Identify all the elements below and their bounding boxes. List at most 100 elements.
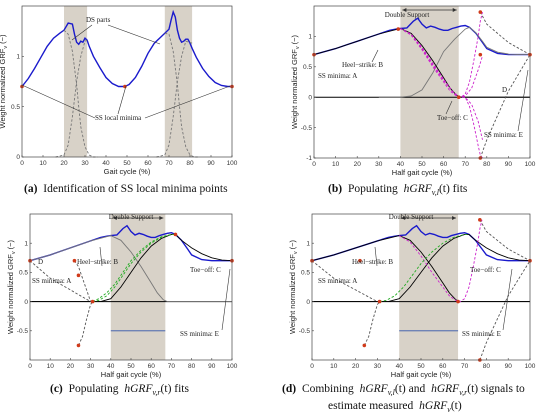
svg-text:(a) Identification of: (a) Identification of SS local minima po…	[24, 183, 228, 195]
xtick-label-b-2: 20	[354, 161, 362, 168]
ytick-label-a-2: 1	[16, 54, 20, 61]
shaded-region-b-0	[400, 6, 459, 158]
double-support-label-b: Double Support	[385, 11, 430, 19]
series-c-7	[78, 301, 93, 346]
marker-d-4	[456, 299, 460, 304]
xtick-label-a-10: 100	[227, 160, 238, 167]
caption-d-letter: (d)	[282, 383, 296, 395]
shaded-region-a-0	[64, 6, 88, 157]
caption-c-letter: (c)	[50, 383, 63, 395]
caption-d-math2: hGRF	[431, 383, 460, 395]
xtick-label-c-2: 20	[67, 363, 75, 370]
xtick-label-a-2: 20	[60, 160, 68, 167]
series-d-8	[479, 219, 531, 262]
marker-d-1	[358, 258, 362, 263]
marker-c-2	[76, 273, 81, 278]
ss-minima-e-arrow-c	[221, 268, 231, 331]
ds-parts-arrow-left	[71, 24, 93, 41]
caption-d-line2: estimate measured	[328, 400, 414, 412]
xtick-label-b-10: 100	[525, 161, 536, 168]
panel-c: 0 10 20 30 40 50 60 70 80 90 100 -0.5 0 0.5 1 Half gait…	[6, 213, 238, 397]
caption-a-letter: (a)	[24, 183, 38, 195]
marker-b-1	[396, 27, 401, 31]
toe-off-label-c: Toe−off: C	[190, 266, 221, 274]
caption-a: (a) Identification of SS local minima po…	[24, 183, 228, 195]
marker-b-4	[478, 52, 483, 57]
caption-d-sub: v,l	[388, 388, 396, 397]
ss-minima-e-label-b: SS minima: E	[484, 131, 523, 139]
xtick-label-a-4: 40	[102, 160, 110, 167]
xtick-label-d-2: 20	[352, 363, 360, 370]
xtick-label-c-6: 60	[148, 363, 156, 370]
ylabel-b: Weight normalized GRFv(−)	[290, 34, 301, 129]
series-d-5	[311, 260, 378, 302]
ytick-label-b-0: -1	[306, 155, 312, 162]
xlabel-a: Gait cycle (%)	[104, 167, 151, 176]
marker-a-1	[123, 84, 127, 89]
xtick-label-b-6: 60	[440, 161, 448, 168]
caption-c-sub: v,r	[152, 388, 161, 397]
ytick-label-c-2: 0.5	[19, 270, 28, 277]
xtick-label-b-1: 10	[332, 161, 340, 168]
series-d-6	[363, 301, 380, 346]
marker-b-2	[456, 95, 461, 99]
series-b-6	[400, 28, 483, 140]
panel-a: 0 10 20 30 40 50 60 70 80 90 100 0 0.5 1 Gait cycle (%…	[0, 5, 238, 195]
series-b-1	[378, 26, 530, 98]
panel-d: 0 10 20 30 40 50 60 70 80 90 100 -0.5 0 0.5 1 Half gait…	[282, 213, 536, 414]
xtick-label-d-0: 0	[310, 363, 314, 370]
ytick-label-c-3: 1	[24, 240, 28, 247]
ss-minima-e-arrow-d	[502, 268, 513, 331]
ytick-label-d-1: 0	[306, 299, 310, 306]
marker-c-3	[76, 343, 81, 348]
ss-minima-a-label-b: SS minima: A	[318, 72, 357, 80]
caption-b: (b) Populating hGRFv,l(t) fits	[328, 183, 468, 197]
ylabel-d: Weight normalized GRFv(−)	[288, 239, 299, 334]
series-b-2	[313, 28, 530, 98]
xtick-label-b-4: 40	[397, 161, 405, 168]
ytick-label-c-0: -0.5	[17, 328, 29, 335]
d-label-c: D	[38, 258, 43, 266]
xtick-label-d-10: 100	[525, 363, 536, 370]
xtick-label-a-5: 50	[123, 160, 131, 167]
toe-off-label-b: Toe−off: C	[437, 114, 468, 122]
caption-b-text: Populating	[348, 183, 398, 195]
ytick-label-b-3: 0.5	[303, 64, 312, 71]
xtick-label-d-8: 80	[483, 363, 491, 370]
caption-d-math: hGRF	[360, 383, 389, 395]
xlabel-d: Half gait cycle (%)	[391, 370, 452, 379]
ds-parts-label: DS parts	[86, 16, 111, 24]
xtick-label-a-8: 80	[186, 160, 194, 167]
xtick-label-d-5: 50	[417, 363, 425, 370]
xtick-label-c-8: 80	[188, 363, 196, 370]
ytick-label-d-3: 1	[306, 240, 310, 247]
heel-strike-label-b: Heel−strike: B	[342, 61, 383, 69]
shaded-region-a-1	[164, 6, 193, 157]
ytick-label-a-0: 0	[16, 154, 20, 161]
toe-off-label-d: Toe−off: C	[470, 266, 501, 274]
xtick-label-d-4: 40	[396, 363, 404, 370]
shaded-region-d-0	[399, 214, 459, 360]
marker-d-3	[377, 299, 382, 304]
xtick-label-c-4: 40	[107, 363, 115, 370]
xtick-label-a-9: 90	[207, 160, 215, 167]
panel-b: 0 10 20 30 40 50 60 70 80 90 100 -1 -0.5 0 0.5 1 Half ga…	[290, 5, 536, 197]
xtick-label-b-9: 90	[505, 161, 513, 168]
plot-area-a: 0 10 20 30 40 50 60 70 80 90 100 0 0.5 1 Gait cycle (%…	[0, 5, 238, 176]
xtick-label-a-3: 30	[81, 160, 89, 167]
xtick-label-a-0: 0	[20, 160, 24, 167]
series-d-4	[379, 233, 469, 303]
xtick-label-c-7: 70	[168, 363, 176, 370]
d-label-b: D	[502, 86, 507, 94]
ss-minima-arrow-left	[21, 84, 96, 119]
ytick-label-d-0: -0.5	[299, 328, 311, 335]
xtick-label-b-0: 0	[312, 161, 316, 168]
caption-d-tail2: (t)	[451, 400, 462, 412]
series-a-0	[21, 9, 232, 88]
series-c-2	[30, 233, 233, 303]
caption-d: (d) Combining hGRFv,l(t) and hGRFv,r(t) …	[282, 383, 525, 414]
ds-parts-arrow-right	[107, 24, 161, 45]
xtick-label-c-9: 90	[208, 363, 216, 370]
ylabel-a: Weight normalized GRFv(−)	[0, 34, 9, 129]
